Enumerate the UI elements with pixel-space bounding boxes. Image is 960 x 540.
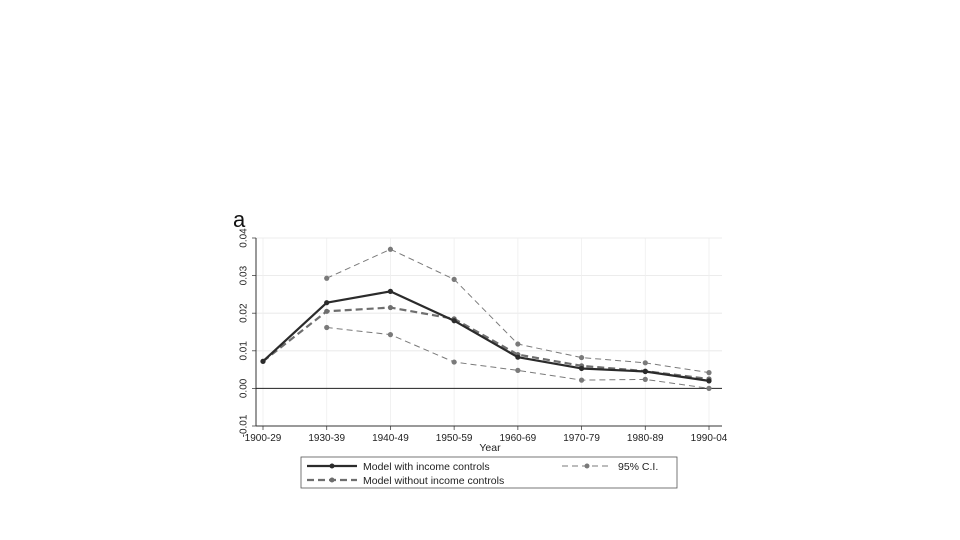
legend-marker-with-income [329,463,335,469]
series-point-0 [451,318,457,324]
series-point-2 [642,360,648,366]
x-tick-label: 1930-39 [308,433,345,444]
y-tick-label: 0.03 [239,265,250,285]
series-point-3 [706,385,712,391]
legend-label-with-income: Model with income controls [363,461,490,473]
series-point-0 [578,365,585,372]
series-point-1 [324,308,330,314]
series-point-3 [324,324,330,331]
legend-label-without-income: Model without income controls [363,475,504,487]
y-tick-label: -0.01 [239,414,250,437]
series-point-2 [324,275,330,281]
series-point-3 [451,359,457,365]
series-point-3 [642,376,648,382]
x-tick-label: 1950-59 [436,433,473,444]
series-point-0 [260,358,266,364]
x-tick-label: 1960-69 [500,433,537,444]
x-tick-label: 1900-29 [245,433,282,444]
ticks-layer: -0.01 0.00 0.01 0.02 0.03 0.04 1900-29 1930-39 1… [239,228,728,444]
series-point-2 [706,370,712,376]
series-point-3 [515,367,521,373]
y-tick-label: 0.02 [239,303,250,323]
legend-marker-ci [584,463,590,469]
series-point-0 [706,378,712,384]
series-point-1 [387,304,394,311]
series-line-0 [262,290,710,382]
grid-layer [256,237,722,427]
series-line-1 [262,306,710,381]
series-point-2 [451,276,457,282]
series-point-2 [515,341,521,347]
y-tick-label: 0.04 [239,228,250,248]
series-point-0 [642,368,648,375]
legend-box [300,456,678,489]
series-point-0 [324,300,330,306]
legend-marker-without-income [329,477,335,483]
axes-layer [252,237,722,430]
x-tick-label: 1970-79 [563,433,600,444]
panel-label: a [233,207,246,232]
x-tick-label: 1990-04 [691,433,728,444]
series-point-0 [387,288,394,294]
series-point-3 [387,332,394,338]
x-tick-label: 1940-49 [372,433,409,444]
y-tick-label: 0.00 [239,378,250,398]
series-point-2 [578,354,585,361]
x-axis-title: Year [479,442,501,454]
y-tick-label: 0.01 [239,341,250,361]
x-tick-label: 1980-89 [627,433,664,444]
series-point-3 [578,377,585,383]
series-layer [260,246,712,391]
legend-label-ci: 95% C.I. [618,461,658,473]
series-point-2 [387,246,394,252]
legend: Model with income controls 95% C.I. Mode… [300,456,678,489]
series-point-0 [515,354,521,360]
